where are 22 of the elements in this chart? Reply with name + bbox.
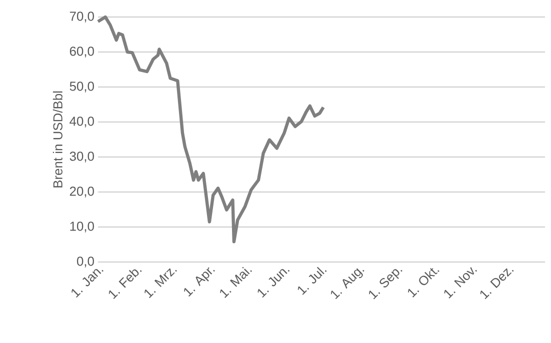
- y-axis-title: Brent in USD/Bbl: [52, 91, 62, 188]
- x-tick-label: 1. Nov.: [444, 267, 478, 298]
- x-tick-label: 1. Aug.: [330, 268, 364, 300]
- x-tick-label: 1. Jul.: [298, 266, 327, 295]
- y-tick-label: 50,0: [70, 82, 94, 92]
- x-tick-label: 1. Jan.: [72, 268, 104, 298]
- x-tick-label: 1. Okt.: [408, 268, 440, 298]
- y-tick-label: 70,0: [70, 12, 94, 22]
- x-tick-label: 1. Apr.: [184, 267, 215, 297]
- x-tick-label: 1. Dez.: [480, 268, 514, 300]
- x-tick-label: 1. Jun.: [258, 268, 290, 298]
- y-tick-label: 20,0: [70, 186, 94, 198]
- x-tick-label: 1. Feb.: [108, 269, 142, 299]
- y-tick-label: 30,0: [70, 152, 94, 162]
- y-tick-label: 40,0: [70, 116, 94, 128]
- x-tick-label: 1. Mai.: [220, 266, 252, 298]
- line-series: [96, 15, 325, 244]
- y-tick-label: 60,0: [70, 46, 94, 58]
- y-tick-label: 10,0: [70, 222, 94, 232]
- x-tick-label: 1. Sep.: [368, 269, 402, 300]
- x-tick-label: 1. Mrz.: [144, 268, 177, 298]
- y-tick-label: 0,0: [76, 256, 94, 268]
